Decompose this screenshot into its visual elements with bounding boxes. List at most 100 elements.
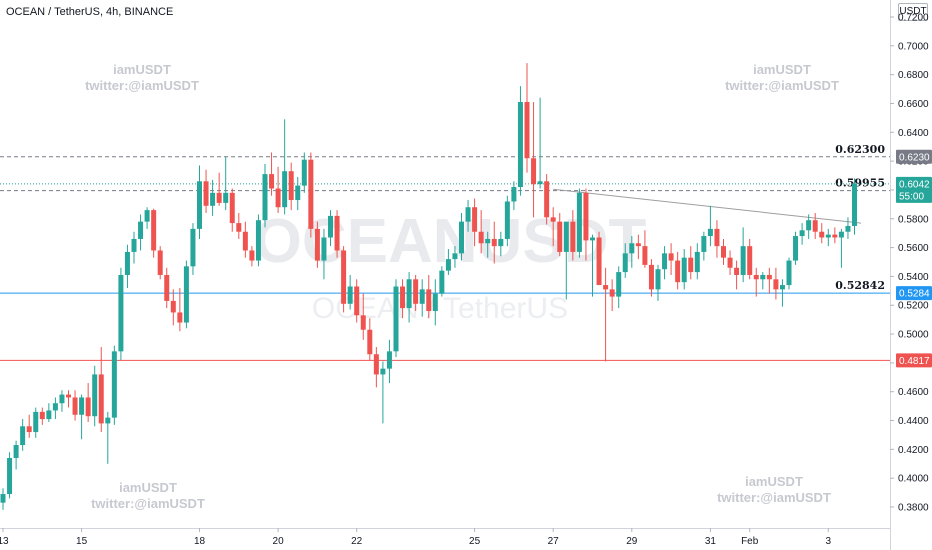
candle-body [157, 250, 163, 275]
candle-body [46, 410, 52, 420]
candle-body [485, 238, 491, 244]
candle-body [26, 426, 32, 433]
price-tick-label: 0.4600 [898, 387, 929, 398]
candle-body [190, 228, 196, 267]
author-watermark: iamUSDT [745, 474, 803, 489]
candle-body [721, 246, 726, 258]
candle-body [570, 221, 576, 252]
candle-body [550, 217, 556, 222]
candle-body [734, 267, 740, 275]
candle-body [269, 174, 275, 189]
candle-body [52, 403, 58, 411]
author-watermark: twitter:@iamUSDT [85, 78, 199, 93]
price-tag [896, 286, 932, 301]
candle-body [845, 225, 851, 232]
candle-body [806, 220, 812, 231]
candle-body [170, 300, 176, 313]
candle-body [478, 231, 484, 244]
candle-body [465, 207, 471, 222]
candle-body [832, 234, 838, 238]
candle-body [681, 257, 687, 283]
price-tick-label: 0.7200 [898, 13, 929, 24]
trend-line [553, 188, 862, 224]
time-tick-label: 22 [351, 536, 363, 547]
price-tick-label: 0.7000 [898, 41, 929, 52]
candle-body [662, 253, 668, 270]
candle-body [373, 354, 379, 375]
author-watermark: twitter:@iamUSDT [725, 78, 839, 93]
candle-body [432, 293, 438, 311]
price-tick-label: 0.3800 [898, 503, 929, 514]
candle-body [491, 238, 497, 247]
candle-body [753, 274, 759, 280]
author-watermark: iamUSDT [113, 62, 171, 77]
candle-body [701, 236, 707, 252]
candle-body [203, 181, 209, 206]
candle-body [144, 210, 150, 222]
candle-body [216, 192, 222, 203]
candle-body [334, 215, 340, 251]
candle-body [20, 426, 26, 446]
candle-body [511, 187, 517, 202]
candle-body [596, 237, 602, 286]
candle-body [59, 394, 65, 404]
candle-body [111, 351, 117, 418]
candle-body [33, 411, 39, 433]
candle-body [590, 237, 595, 241]
candle-body [328, 215, 333, 238]
last-price-text: 0.6042 [899, 179, 930, 190]
author-watermark: iamUSDT [119, 480, 177, 495]
candle-body [367, 329, 373, 355]
candle-body [13, 445, 19, 458]
price-tag-text: 0.4817 [899, 356, 930, 367]
candle-body [393, 286, 399, 352]
candle-body [727, 257, 733, 268]
price-tag [896, 353, 932, 368]
candle-body [825, 234, 831, 238]
candle-body [105, 417, 111, 424]
candle-body [819, 231, 825, 238]
price-tick-label: 0.6800 [898, 70, 929, 81]
candle-body [583, 192, 589, 241]
candle-body [445, 259, 451, 271]
candle-body [354, 286, 360, 316]
time-tick-label: 15 [76, 536, 88, 547]
candle-body [79, 397, 85, 415]
candle-body [386, 351, 392, 369]
candle-body [740, 246, 746, 275]
candle-body [85, 397, 91, 417]
price-tick-label: 0.5400 [898, 272, 929, 283]
candle-body [98, 374, 104, 424]
candle-body [812, 220, 818, 232]
candle-body [275, 188, 281, 208]
candle-body [655, 269, 661, 290]
candle-body [793, 236, 799, 261]
time-tick-label: 3 [826, 536, 832, 547]
candle-body [164, 274, 170, 301]
candle-body [616, 272, 622, 297]
candle-body [576, 192, 582, 252]
candle-body [92, 374, 98, 417]
time-tick-label: 18 [194, 536, 206, 547]
time-tick-label: 31 [705, 536, 717, 547]
time-tick-label: 25 [469, 536, 481, 547]
candle-body [747, 246, 753, 275]
candle-body [66, 394, 71, 398]
candle-body [517, 102, 523, 188]
candle-body [7, 458, 13, 495]
price-tag [896, 149, 932, 164]
candle-body [544, 181, 550, 218]
candle-body [131, 238, 137, 252]
candle-body [426, 289, 432, 311]
candle-body [563, 221, 569, 252]
level-label: 0.52842 [835, 279, 885, 292]
candle-body [0, 494, 6, 503]
currency-button[interactable]: USDT [898, 3, 928, 21]
candle-body [72, 397, 78, 415]
candle-body [301, 159, 307, 186]
candle-body [504, 201, 510, 239]
candle-body [360, 315, 366, 330]
countdown-text: 55:00 [899, 191, 924, 202]
candle-body [838, 231, 844, 238]
